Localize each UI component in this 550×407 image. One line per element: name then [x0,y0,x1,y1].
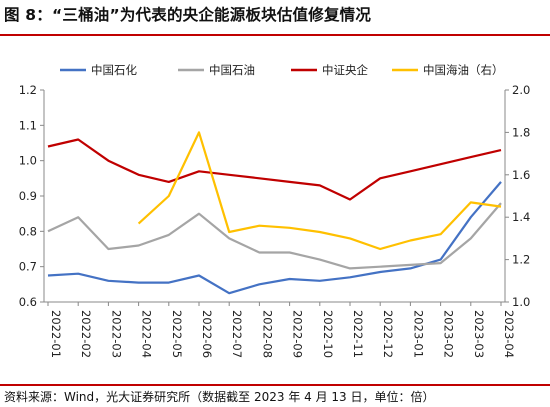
figure-title: 图 8：“三桶油”为代表的央企能源板块估值修复情况 [4,6,372,24]
legend-label: 中国石化 [91,63,137,77]
y-left-tick-label: 0.6 [19,295,37,309]
y-right-tick-label: 1.6 [512,168,530,182]
y-left-tick-label: 0.7 [19,260,37,274]
legend-label: 中国海油（右） [423,63,504,77]
y-left-tick-label: 1.1 [19,118,37,132]
y-right-tick-label: 1.4 [512,210,530,224]
x-tick-label: 2023-04 [502,310,516,358]
series-line-中证央企 [47,138,502,201]
legend-label: 中证央企 [322,63,368,77]
legend-label: 中国石油 [209,63,255,77]
x-tick-label: 2022-12 [381,310,395,358]
x-tick-label: 2022-11 [351,310,365,358]
series-line-中国海油（右） [137,131,502,251]
x-tick-label: 2022-03 [109,310,123,358]
y-left-tick-label: 1.2 [19,83,37,97]
x-tick-label: 2022-02 [79,310,93,358]
x-tick-label: 2023-03 [472,310,486,358]
y-right-tick-label: 1.2 [512,253,530,267]
y-left-tick-label: 0.8 [19,224,37,238]
x-tick-label: 2022-09 [291,310,305,358]
y-right-tick-label: 1.8 [512,125,530,139]
x-tick-label: 2022-06 [200,310,214,358]
source-note: 资料来源：Wind，光大证券研究所（数据截至 2023 年 4 月 13 日，单… [4,390,435,404]
y-left-tick-label: 1.0 [19,154,37,168]
x-tick-label: 2022-08 [260,310,274,358]
source-divider [0,384,550,386]
x-tick-label: 2022-05 [170,310,184,358]
x-tick-label: 2023-01 [411,310,425,358]
y-left-tick-label: 0.9 [19,189,37,203]
x-tick-label: 2022-10 [321,310,335,358]
x-tick-label: 2022-07 [230,310,244,358]
series-line-中国石油 [47,202,502,270]
y-right-tick-label: 2.0 [512,83,530,97]
x-tick-label: 2022-01 [49,310,63,358]
x-tick-label: 2023-02 [442,310,456,358]
x-tick-label: 2022-04 [140,310,154,358]
y-right-tick-label: 1.0 [512,295,530,309]
title-divider [0,34,550,36]
series-line-中国石化 [47,181,502,295]
